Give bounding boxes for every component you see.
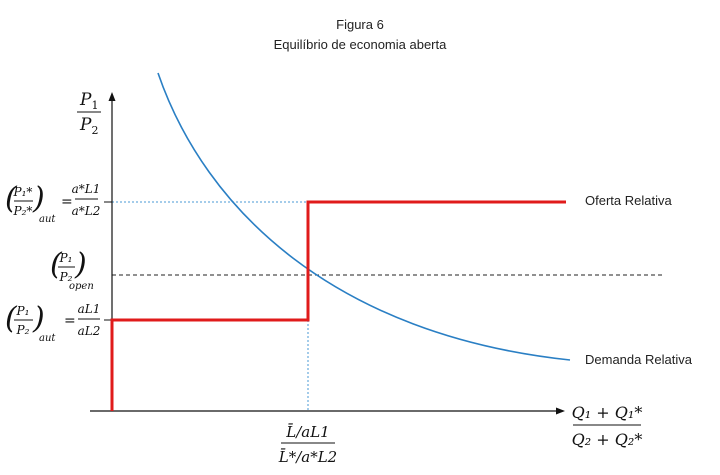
y-axis-arrow — [108, 92, 116, 101]
relative-demand-curve — [157, 72, 571, 361]
svg-text:L̄/aL1: L̄/aL1 — [285, 423, 329, 441]
relative-supply-label: Oferta Relativa — [585, 193, 672, 208]
svg-text:aL2: aL2 — [78, 324, 101, 338]
svg-text:Q₁ + Q₁*: Q₁ + Q₁* — [572, 403, 643, 422]
autarky-home-price-label: ( P₁ P₂ ) aut = aL1 aL2 — [5, 301, 100, 344]
svg-text:): ) — [32, 181, 45, 216]
figure-title: Figura 6 — [336, 17, 384, 32]
svg-text:P₂: P₂ — [16, 323, 30, 337]
x-axis-label: Q₁ + Q₁* Q₂ + Q₂* — [572, 403, 643, 449]
svg-text:Q₂ + Q₂*: Q₂ + Q₂* — [572, 430, 643, 449]
relative-supply-curve — [110, 200, 566, 411]
svg-text:P2: P2 — [79, 115, 98, 137]
svg-text:open: open — [69, 281, 94, 292]
svg-text:=: = — [64, 313, 76, 329]
svg-text:(: ( — [5, 301, 18, 336]
x-axis-arrow — [556, 407, 565, 415]
figure-subtitle: Equilíbrio de economia aberta — [274, 37, 447, 52]
svg-text:(: ( — [50, 247, 63, 282]
svg-text:P₁*: P₁* — [13, 185, 33, 199]
svg-text:aut: aut — [39, 214, 56, 225]
svg-text:P1: P1 — [79, 90, 98, 112]
svg-text:P₂*: P₂* — [13, 204, 33, 218]
svg-text:): ) — [74, 247, 87, 282]
svg-text:(: ( — [5, 181, 18, 216]
svg-text:a*L2: a*L2 — [72, 204, 101, 218]
autarky-foreign-price-label: ( P₁* P₂* ) aut = a*L1 a*L2 — [5, 181, 100, 225]
open-price-label: ( P₁ P₂ ) open — [50, 247, 94, 292]
svg-text:P₂: P₂ — [59, 270, 73, 284]
svg-text:P₁: P₁ — [16, 304, 30, 318]
x-tick-label: L̄/aL1 L̄*/a*L2 — [278, 423, 337, 466]
svg-text:P₁: P₁ — [59, 251, 73, 265]
svg-text:): ) — [32, 301, 45, 336]
y-axis-label: P1 P2 — [77, 90, 101, 137]
svg-text:aut: aut — [39, 333, 56, 344]
svg-text:=: = — [61, 194, 73, 210]
svg-text:aL1: aL1 — [78, 302, 101, 316]
relative-demand-label: Demanda Relativa — [585, 352, 693, 367]
svg-text:a*L1: a*L1 — [72, 182, 101, 196]
svg-text:L̄*/a*L2: L̄*/a*L2 — [278, 448, 337, 466]
